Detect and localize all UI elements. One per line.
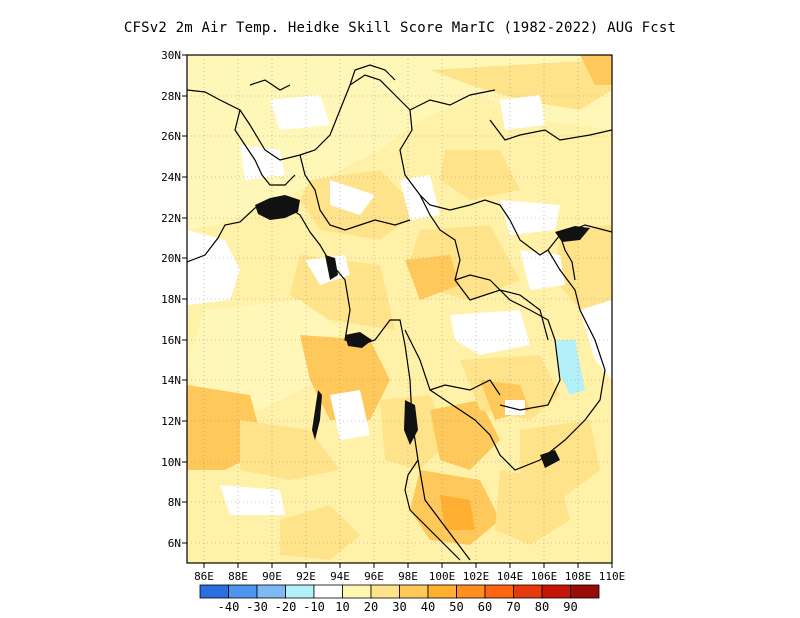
colorbar-label: 70 — [506, 600, 520, 614]
lon-tick-label: 98E — [398, 570, 418, 583]
lat-tick-label: 30N — [161, 49, 181, 62]
colorbar-swatch — [313, 584, 343, 599]
lat-tick-label: 18N — [161, 293, 181, 306]
skill-field — [187, 55, 612, 563]
lon-tick-label: 90E — [262, 570, 282, 583]
colorbar-swatch — [456, 584, 486, 599]
lat-tick-label: 10N — [161, 456, 181, 469]
lat-tick-label: 24N — [161, 171, 181, 184]
lon-tick-label: 104E — [497, 570, 524, 583]
colorbar-swatch — [399, 584, 429, 599]
colorbar-swatch — [427, 584, 457, 599]
colorbar-label: -10 — [303, 600, 325, 614]
lon-tick-labels: 86E 88E 90E 92E 94E 96E 98E 100E 102E 10… — [194, 570, 625, 583]
colorbar-label: -40 — [218, 600, 240, 614]
lat-tick-label: 22N — [161, 212, 181, 225]
lon-tick-label: 106E — [531, 570, 558, 583]
colorbar-label: 30 — [392, 600, 406, 614]
lat-tick-label: 14N — [161, 374, 181, 387]
lon-tick-label: 92E — [296, 570, 316, 583]
lon-tick-label: 94E — [330, 570, 350, 583]
map-title: CFSv2 2m Air Temp. Heidke Skill Score Ma… — [123, 20, 677, 36]
lat-tick-label: 8N — [168, 496, 181, 509]
colorbar-swatch — [370, 584, 400, 599]
colorbar-swatch — [484, 584, 514, 599]
colorbar-swatch — [199, 584, 229, 599]
colorbar-label: 60 — [478, 600, 492, 614]
lon-tick-label: 108E — [565, 570, 592, 583]
lat-tick-labels: 30N 28N 26N 24N 22N 20N 18N 16N 14N 12N … — [161, 49, 181, 550]
colorbar-label: 20 — [364, 600, 378, 614]
colorbar-label: 80 — [535, 600, 549, 614]
tick-marks — [182, 54, 613, 568]
colorbar-label: -20 — [275, 600, 297, 614]
colorbar-swatch — [342, 584, 372, 599]
lat-tick-label: 26N — [161, 130, 181, 143]
colorbar-swatch — [513, 584, 543, 599]
lon-tick-label: 96E — [364, 570, 384, 583]
lon-tick-label: 110E — [599, 570, 626, 583]
lon-tick-label: 100E — [429, 570, 456, 583]
lon-tick-label: 102E — [463, 570, 490, 583]
lon-tick-label: 86E — [194, 570, 214, 583]
colorbar-swatch — [228, 584, 258, 599]
colorbar-label: -30 — [246, 600, 268, 614]
colorbar-label: 10 — [335, 600, 349, 614]
colorbar-swatch — [285, 584, 315, 599]
lat-tick-label: 28N — [161, 90, 181, 103]
colorbar-swatch — [256, 584, 286, 599]
lon-tick-label: 88E — [228, 570, 248, 583]
map-frame — [186, 54, 613, 564]
coastlines-borders — [187, 64, 612, 561]
colorbar-label: 50 — [449, 600, 463, 614]
graticule — [187, 55, 612, 563]
lat-tick-label: 6N — [168, 537, 181, 550]
colorbar-label: 90 — [563, 600, 577, 614]
colorbar-swatch — [541, 584, 571, 599]
lat-tick-label: 16N — [161, 334, 181, 347]
delta-islands — [255, 195, 590, 468]
colorbar-swatch — [570, 584, 600, 599]
colorbar-label: 40 — [421, 600, 435, 614]
colorbar: -40 -30 -20 -10 10 20 30 40 50 60 70 80 90 — [199, 584, 600, 614]
lat-tick-label: 12N — [161, 415, 181, 428]
lat-tick-label: 20N — [161, 252, 181, 265]
